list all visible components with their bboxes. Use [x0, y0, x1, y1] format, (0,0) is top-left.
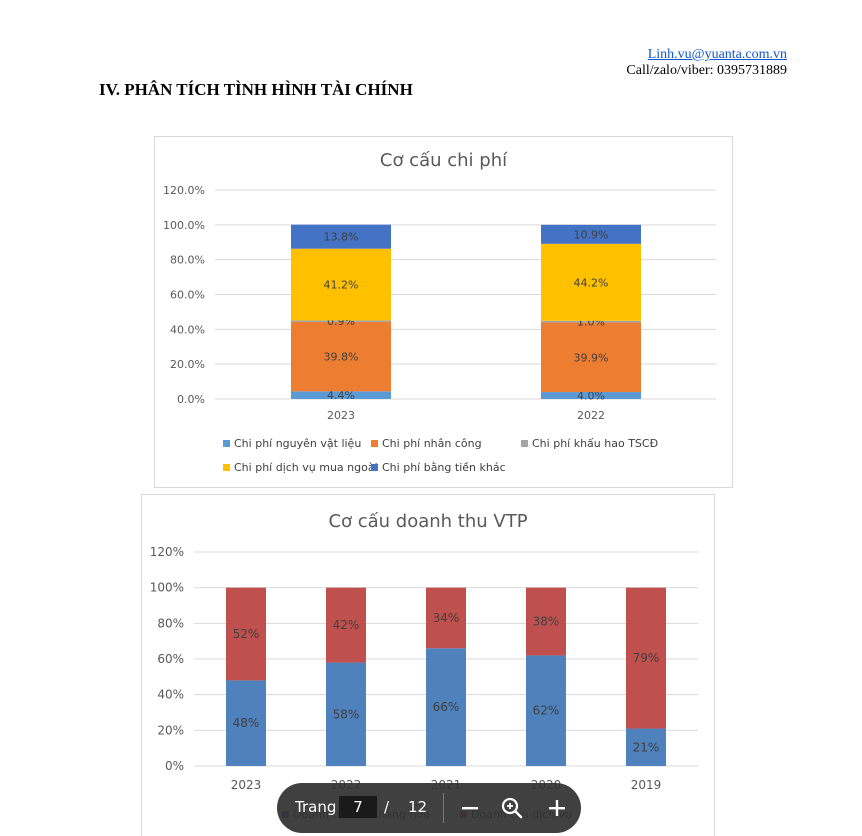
zoom-in-button[interactable] — [543, 794, 571, 822]
bar-segment — [291, 322, 391, 392]
legend-label: Chi phí nhân công — [382, 437, 482, 450]
data-label: 39.9% — [574, 351, 609, 364]
legend-item: Chi phí nhân công — [371, 437, 482, 450]
toolbar-divider — [443, 793, 444, 823]
cost-structure-chart: 0.0% 20.0% 40.0% 60.0% 80.0% 100.0% 120.0% 4.4%… — [154, 136, 733, 488]
chart-title: Cơ cấu doanh thu VTP — [328, 511, 528, 532]
data-label: 38% — [533, 615, 560, 629]
y-tick-label: 0% — [165, 759, 184, 773]
data-label: 4.0% — [577, 390, 605, 403]
bar-segment — [426, 648, 466, 766]
y-tick-label: 120.0% — [163, 184, 205, 197]
zoom-out-button[interactable] — [456, 794, 484, 822]
phone-line: Call/zalo/viber: 0395731889 — [626, 63, 787, 78]
legend-label: Chi phí dịch vụ mua ngoài — [234, 461, 378, 474]
data-label: 10.9% — [574, 228, 609, 241]
bar-segment — [541, 322, 641, 393]
legend-label: Chi phí bằng tiền khác — [382, 461, 506, 474]
total-pages: 12 — [408, 798, 428, 816]
minus-icon — [462, 807, 478, 810]
data-label: 52% — [233, 627, 260, 641]
data-label: 79% — [633, 651, 660, 665]
y-tick-label: 60.0% — [170, 289, 205, 302]
data-label: 34% — [433, 611, 460, 625]
bar-segment — [541, 320, 641, 323]
x-tick-label: 2023 — [231, 778, 262, 792]
email-link[interactable]: Linh.vu@yuanta.com.vn — [647, 47, 787, 62]
zoom-icon — [501, 797, 523, 819]
revenue-structure-chart: 0% 20% 40% 60% 80% 100% 120% 48% 52% 2023 58% 42% 20… — [141, 494, 715, 836]
chart-title: Cơ cấu chi phí — [379, 150, 508, 171]
bar-segment — [226, 680, 266, 766]
legend-label: Chi phí nguyên vật liệu — [234, 437, 362, 450]
legend-item: Chi phí dịch vụ mua ngoài — [223, 461, 378, 474]
plus-icon — [549, 800, 565, 816]
bar-segment — [526, 655, 566, 766]
bar-segment — [626, 728, 666, 766]
y-tick-label: 120% — [150, 545, 184, 559]
contact-info: Linh.vu@yuanta.com.vn Call/zalo/viber: 0… — [626, 47, 787, 79]
y-tick-label: 60% — [157, 652, 184, 666]
legend-swatch — [371, 464, 378, 471]
data-label: 66% — [433, 700, 460, 714]
bar-segment — [291, 248, 391, 321]
page-label: Trang — [295, 798, 337, 816]
legend-label: Chi phí khấu hao TSCĐ — [532, 437, 659, 450]
y-tick-label: 40% — [157, 688, 184, 702]
data-label: 21% — [633, 740, 660, 754]
legend-swatch — [371, 440, 378, 447]
bar-segment — [526, 587, 566, 656]
y-tick-label: 20.0% — [170, 358, 205, 371]
bar-segment — [226, 587, 266, 681]
fit-zoom-button[interactable] — [498, 794, 526, 822]
bar-segment — [541, 224, 641, 244]
data-label: 39.8% — [324, 351, 359, 364]
data-label: 42% — [333, 618, 360, 632]
data-label: 4.4% — [327, 389, 355, 402]
bar-segment — [326, 587, 366, 663]
data-label: 58% — [333, 707, 360, 721]
legend-item: Chi phí bằng tiền khác — [371, 461, 506, 474]
y-tick-label: 100.0% — [163, 219, 205, 232]
legend-item: Chi phí nguyên vật liệu — [223, 437, 361, 450]
y-tick-label: 80% — [157, 616, 184, 630]
legend-swatch — [223, 464, 230, 471]
y-tick-label: 20% — [157, 723, 184, 737]
bar-segment — [326, 662, 366, 766]
bar-segment — [426, 587, 466, 649]
legend-item: Chi phí khấu hao TSCĐ — [521, 437, 658, 450]
legend-swatch — [521, 440, 528, 447]
x-tick-label: 2019 — [631, 778, 662, 792]
page-number-input[interactable] — [339, 796, 377, 818]
bar-segment — [291, 224, 391, 249]
page-separator: / — [384, 798, 390, 816]
section-title: IV. PHÂN TÍCH TÌNH HÌNH TÀI CHÍNH — [99, 80, 413, 99]
bar-segment — [291, 391, 391, 399]
legend-swatch — [223, 440, 230, 447]
bar-segment — [626, 587, 666, 729]
data-label: 48% — [233, 716, 260, 730]
x-tick-label: 2023 — [327, 409, 355, 422]
revenue-structure-plot: 0% 20% 40% 60% 80% 100% 120% 48% 52% 2023 58% 42% 20… — [150, 545, 698, 792]
cost-structure-plot: 0.0% 20.0% 40.0% 60.0% 80.0% 100.0% 120.0% 4.4%… — [163, 184, 716, 422]
bar-segment — [541, 243, 641, 321]
y-tick-label: 100% — [150, 581, 184, 595]
y-tick-label: 40.0% — [170, 323, 205, 336]
data-label: 41.2% — [324, 279, 359, 292]
bar-segment — [291, 320, 391, 323]
data-label: 44.2% — [574, 276, 609, 289]
pdf-toolbar: Trang / 12 — [277, 783, 581, 833]
x-tick-label: 2022 — [577, 409, 605, 422]
bar-segment — [541, 392, 641, 399]
data-label: 62% — [533, 704, 560, 718]
y-tick-label: 80.0% — [170, 254, 205, 267]
y-tick-label: 0.0% — [177, 393, 205, 406]
data-label: 13.8% — [324, 231, 359, 244]
